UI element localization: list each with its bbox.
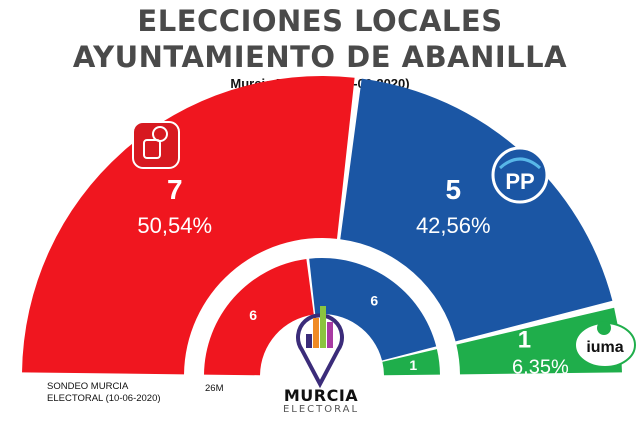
- previous-election-label: 26M: [205, 383, 224, 394]
- chart-title-line2: AYUNTAMIENTO DE ABANILLA: [72, 40, 568, 74]
- prev-seats-label-iuma: 1: [409, 357, 417, 373]
- psoe-fist-icon: [143, 139, 161, 159]
- prev-seat-sector-pp: [309, 258, 437, 361]
- logo-bar-1: [306, 334, 312, 348]
- pp-gull-icon: [498, 157, 542, 170]
- percent-label-pp: 42,56%: [416, 213, 491, 238]
- seats-label-iuma: 1: [518, 327, 531, 354]
- source-note-line1: SONDEO MURCIA: [47, 381, 129, 392]
- prev-seat-sector-psoe: [204, 259, 314, 376]
- prev-seat-sector-iuma: [382, 349, 440, 376]
- chart-title-line1: ELECCIONES LOCALES: [137, 4, 503, 38]
- seats-label-psoe: 7: [167, 174, 183, 205]
- iuma-logo-text: iuma: [586, 339, 623, 356]
- brand-logo-subtext: ELECTORAL: [282, 404, 360, 415]
- logo-bar-4: [327, 322, 333, 348]
- brand-logo-text: MURCIA: [283, 386, 359, 405]
- seat-sector-pp: [340, 78, 613, 342]
- source-note-line2: ELECTORAL (10-06-2020): [47, 393, 161, 404]
- pp-logo-text: PP: [505, 169, 534, 194]
- iuma-star-icon: [597, 321, 611, 335]
- logo-bar-3: [320, 306, 326, 348]
- seats-label-pp: 5: [445, 174, 461, 205]
- prev-seats-label-psoe: 6: [249, 307, 257, 323]
- logo-bar-2: [313, 318, 319, 348]
- percent-label-psoe: 50,54%: [137, 213, 212, 238]
- seat-sector-psoe: [22, 75, 355, 375]
- prev-seats-label-pp: 6: [370, 292, 378, 308]
- percent-label-iuma: 6,35%: [512, 357, 569, 379]
